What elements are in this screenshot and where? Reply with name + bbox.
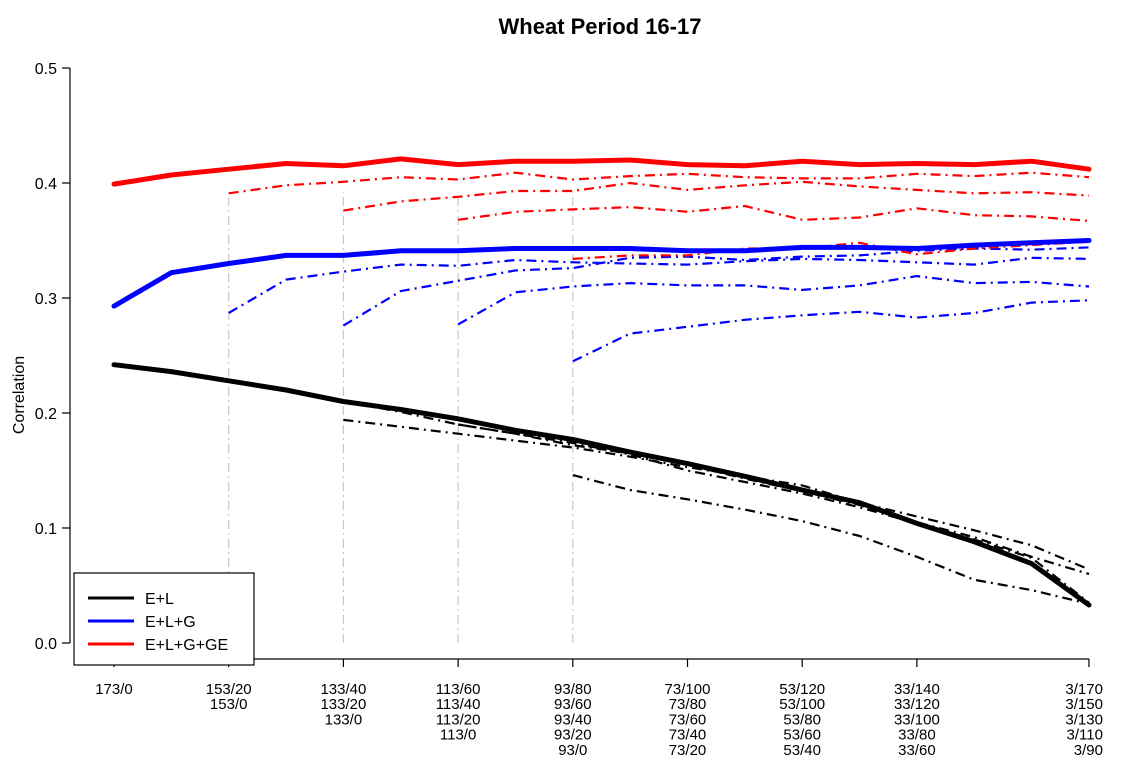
y-tick-label-4: 0.4 (35, 176, 57, 193)
x-tick-label-6-3: 53/60 (783, 727, 821, 744)
legend-box (73, 572, 255, 666)
x-tick-label-4-0: 93/80 (554, 681, 592, 698)
x-tick-label-0-0: 173/0 (95, 681, 133, 698)
x-tick-label-3-3: 113/0 (440, 727, 476, 744)
y-tick-label-0: 0.0 (35, 636, 57, 653)
x-tick-label-4-1: 93/60 (554, 696, 592, 713)
x-tick-label-2-1: 133/20 (320, 696, 366, 713)
x-tick-label-7-0: 33/140 (894, 681, 940, 698)
x-tick-label-5-0: 73/100 (665, 681, 711, 698)
x-tick-label-8-1: 3/150 (1065, 696, 1103, 713)
x-tick-label-8-3: 3/110 (1067, 727, 1103, 744)
x-tick-label-2-0: 133/40 (320, 681, 366, 698)
series-line-8 (457, 275, 1090, 326)
series-line-13 (457, 204, 1090, 222)
x-tick-label-6-4: 53/40 (783, 742, 821, 759)
x-tick-label-6-2: 53/80 (783, 711, 821, 728)
x-tick-label-8-2: 3/130 (1065, 711, 1103, 728)
y-axis-label: Correlation (11, 356, 28, 434)
x-tick-label-6-1: 53/100 (779, 696, 825, 713)
legend: E+L E+L+G E+L+G+GE (73, 572, 255, 666)
reference-lines (228, 192, 574, 643)
x-tick-label-4-2: 93/40 (554, 711, 592, 728)
x-tick-label-5-1: 73/80 (669, 696, 707, 713)
x-tick-label-5-3: 73/40 (669, 727, 707, 744)
x-tick-label-1-1: 153/0 (210, 696, 248, 713)
x-tick-label-3-0: 113/60 (436, 681, 481, 698)
legend-label-0: E+L (145, 591, 174, 608)
y-tick-label-5: 0.5 (35, 61, 57, 78)
series-line-3 (457, 423, 1090, 604)
x-tick-label-8-0: 3/170 (1065, 681, 1103, 698)
series-line-10 (111, 156, 1092, 187)
series-line-12 (343, 180, 1090, 212)
x-tick-label-8-4: 3/90 (1074, 742, 1103, 759)
series-line-1 (228, 380, 1090, 576)
x-tick-label-2-2: 133/0 (325, 711, 363, 728)
x-tick-label-1-0: 153/20 (206, 681, 252, 698)
x-tick-label-7-4: 33/60 (898, 742, 936, 759)
x-tick-label-7-2: 33/100 (894, 711, 940, 728)
series-line-0 (111, 362, 1092, 608)
series-layer (111, 156, 1092, 608)
y-tick-label-3: 0.3 (35, 291, 57, 308)
x-tick-label-6-0: 53/120 (779, 681, 825, 698)
x-tick-label-5-2: 73/60 (669, 711, 707, 728)
x-tick-label-7-3: 33/80 (898, 727, 936, 744)
y-tick-label-2: 0.2 (35, 406, 57, 423)
x-tick-label-3-1: 113/40 (436, 696, 481, 713)
series-line-9 (572, 299, 1090, 363)
series-line-11 (228, 171, 1090, 195)
series-line-5 (111, 238, 1092, 309)
x-tick-label-5-4: 73/20 (669, 742, 707, 759)
series-line-4 (572, 474, 1090, 605)
series-line-6 (228, 256, 1090, 314)
series-line-7 (342, 246, 1090, 327)
x-tick-label-7-1: 33/120 (894, 696, 940, 713)
x-tick-label-4-3: 93/20 (554, 727, 592, 744)
series-line-2 (343, 418, 1090, 571)
legend-label-1: E+L+G (145, 614, 196, 631)
chart-title: Wheat Period 16-17 (499, 14, 702, 39)
x-tick-label-3-2: 113/20 (436, 711, 481, 728)
legend-label-2: E+L+G+GE (145, 637, 228, 654)
y-tick-label-1: 0.1 (35, 521, 57, 538)
x-tick-label-4-4: 93/0 (558, 742, 587, 759)
